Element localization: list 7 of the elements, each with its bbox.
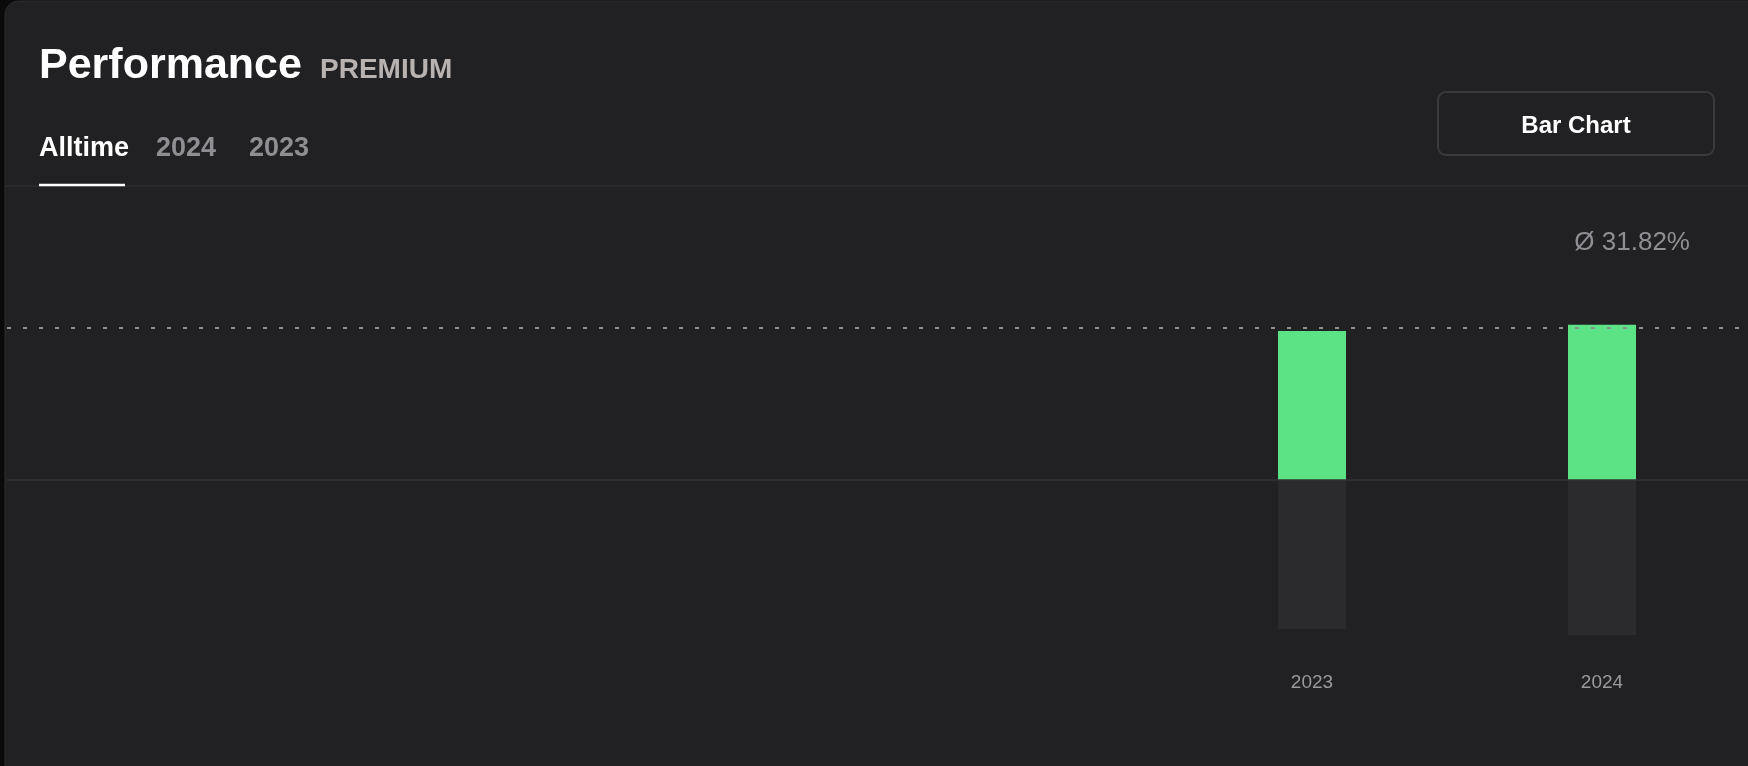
chart-title: Performance	[39, 39, 302, 87]
text: 2024	[156, 132, 217, 162]
text: Bar Chart	[1521, 111, 1631, 138]
text: Alltime	[39, 132, 130, 162]
text: 2023	[249, 132, 310, 162]
text: Ø 31.82%	[1574, 226, 1690, 256]
chart-subtitle: PREMIUM	[320, 53, 453, 84]
